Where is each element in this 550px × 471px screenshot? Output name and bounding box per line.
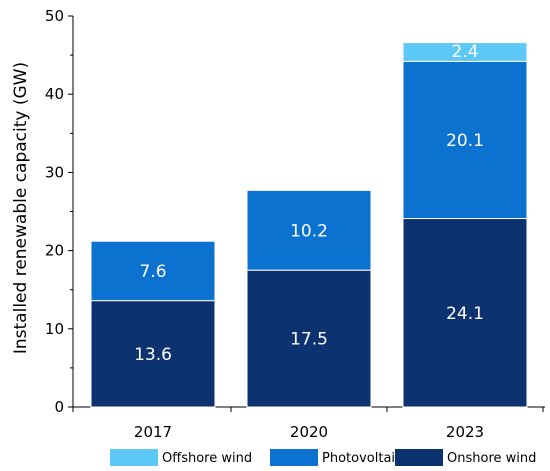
legend-swatch [270, 449, 318, 466]
x-tick-label: 2017 [134, 423, 172, 441]
data-label: 7.6 [139, 262, 166, 282]
bar-segment [402, 218, 528, 408]
legend-label: Onshore wind [447, 451, 536, 466]
x-tick-label: 2023 [446, 423, 484, 441]
data-label: 24.1 [446, 304, 484, 324]
data-label: 13.6 [134, 345, 172, 365]
legend-label: Photovoltaic [322, 451, 402, 466]
data-label: 2.4 [451, 42, 478, 62]
y-tick-label: 10 [45, 320, 64, 338]
bar-segment [402, 42, 528, 62]
data-label: 10.2 [290, 221, 328, 241]
plot-area: 0 10 20 30 40 50 2017 2020 2023 13.6 7.6 17.5 10.2 24… [45, 7, 545, 441]
legend: Offshore wind Photovoltaic Onshore wind [110, 449, 536, 466]
y-axis-title: Installed renewable capacity (GW) [11, 62, 31, 354]
y-tick-label: 0 [54, 398, 64, 416]
x-tick-label: 2020 [290, 423, 328, 441]
bar-segment [90, 240, 216, 302]
bar-segment [90, 300, 216, 408]
bar-segment [246, 189, 372, 271]
data-label: 17.5 [290, 330, 328, 350]
legend-swatch [395, 449, 443, 466]
legend-label: Offshore wind [162, 451, 252, 466]
y-tick-label: 20 [45, 242, 64, 260]
data-label: 20.1 [446, 131, 484, 151]
y-tick-label: 50 [45, 7, 64, 25]
y-tick-label: 30 [45, 163, 64, 181]
y-tick-label: 40 [45, 85, 64, 103]
legend-swatch [110, 449, 158, 466]
bar-segment [246, 269, 372, 408]
bar-segment [402, 60, 528, 220]
